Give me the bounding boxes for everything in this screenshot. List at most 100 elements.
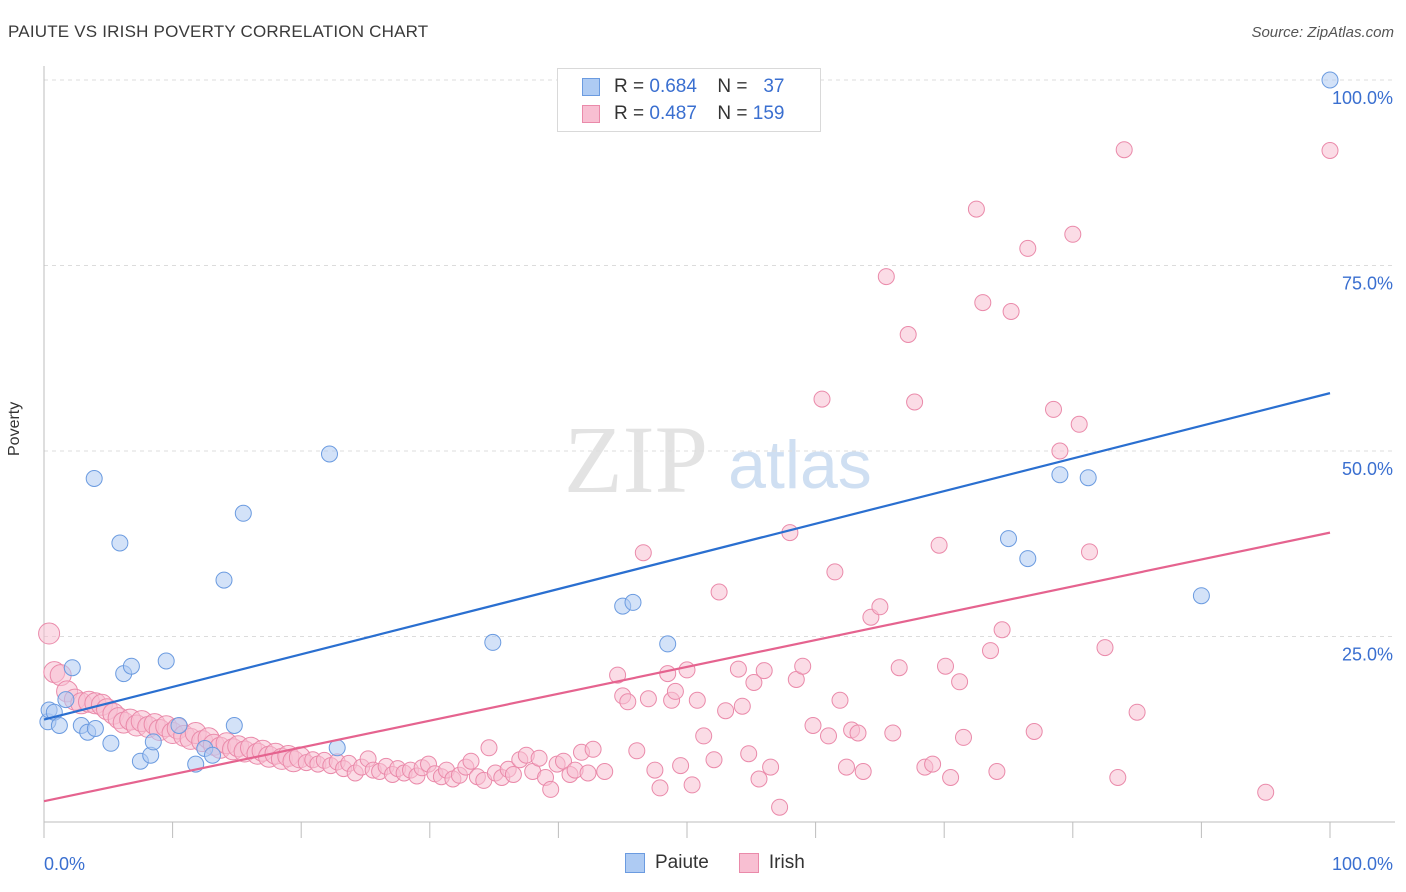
paiute-point [215,571,233,589]
watermark-atlas: atlas [728,427,872,503]
irish-point [646,761,664,779]
trend-lines [43,392,1331,803]
chart-title: PAIUTE VS IRISH POVERTY CORRELATION CHAR… [8,22,429,41]
n-label: N = [717,76,748,97]
watermark-zip: ZIP [564,406,708,513]
irish-point [717,702,735,720]
legend-item-irish[interactable]: Irish [738,852,805,874]
irish-point [1321,142,1339,159]
irish-point [951,673,969,691]
x-tick-label: 0.0% [44,854,85,874]
irish-point [988,763,1006,780]
irish-point [609,666,627,684]
paiute-point [170,717,188,734]
irish-point [1128,703,1146,721]
paiute-point [1019,550,1037,568]
irish-point [619,693,637,711]
irish-point [884,724,902,742]
irish-point [1025,723,1043,740]
paiute-point [144,733,162,751]
irish-legend-swatch [738,853,759,873]
irish-point [993,621,1011,639]
irish-point [982,642,999,660]
irish-point [688,691,706,709]
paiute-point [122,657,140,675]
y-tick-label: 75.0% [1342,274,1393,294]
irish-point [710,583,728,601]
irish-point [762,758,780,776]
irish-point [1070,415,1088,433]
irish-point [1051,442,1069,460]
irish-point [877,268,895,286]
irish-point [733,697,751,715]
irish-point [890,659,908,677]
irish-point [750,770,768,788]
irish-point [771,798,789,816]
irish-point [596,763,614,780]
irish-trend-line [43,531,1331,803]
irish-point [899,326,917,343]
paiute-swatch [582,78,600,96]
irish-legend-label: Irish [768,852,805,873]
irish-point [480,739,498,757]
paiute-point [1192,587,1210,605]
irish-point [955,728,972,746]
irish-point [542,780,560,798]
irish-point [579,764,597,782]
paiute-point [57,691,75,709]
irish-point [530,749,548,767]
irish-point [745,674,763,691]
irish-point [634,544,652,562]
irish-point [906,393,924,411]
irish-n-value: 159 [752,103,785,124]
paiute-point [63,659,81,677]
paiute-point [321,445,338,463]
irish-point [820,727,837,745]
irish-point [804,717,822,734]
irish-point [794,657,812,675]
irish-point [755,662,773,680]
paiute-point [659,635,677,653]
irish-point [974,294,992,312]
irish-point [740,745,758,763]
tick-labels: 25.0% 50.0% 75.0% 100.0% 0.0% 100.0% [44,88,1393,874]
irish-point [924,755,942,773]
paiute-legend-label: Paiute [655,852,709,873]
irish-point [967,200,985,218]
legend-item-paiute[interactable]: Paiute [625,852,709,874]
axes [43,66,1395,838]
irish-point [695,727,713,745]
irish-point [826,563,844,581]
paiute-point [484,633,502,651]
y-tick-label: 25.0% [1342,645,1393,665]
irish-point [1064,225,1082,243]
paiute-series [39,71,1339,773]
grid-lines [44,79,1395,637]
paiute-point [1051,466,1069,484]
irish-point [628,742,646,760]
paiute-point [157,652,175,670]
irish-point [937,657,954,675]
y-tick-label: 50.0% [1342,459,1393,479]
irish-point [942,769,960,786]
legend-row-paiute: R = 0.684 N = 37 [582,74,784,100]
watermark: ZIP atlas [564,406,872,513]
paiute-point [1079,469,1097,487]
irish-point [729,660,747,678]
paiute-point [1321,71,1339,89]
irish-point [659,665,677,683]
irish-point [831,691,849,709]
paiute-point [86,720,104,737]
legend-row-irish: R = 0.487 N = 159 [582,101,784,127]
irish-point [683,776,701,794]
irish-point [871,598,889,616]
irish-r-value: 0.487 [649,103,697,124]
paiute-point [1000,530,1017,548]
series-legend: Paiute Irish [625,852,835,874]
irish-point [504,766,522,783]
paiute-point [234,504,252,522]
n-label: N = [717,103,748,124]
irish-point [854,763,872,780]
irish-point [849,724,867,742]
irish-point [813,390,831,408]
